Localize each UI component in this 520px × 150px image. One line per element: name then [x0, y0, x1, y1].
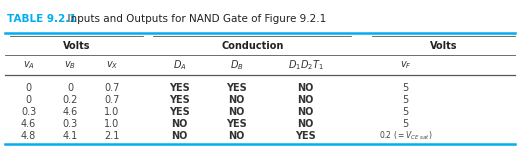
- Text: $v_X$: $v_X$: [106, 59, 118, 71]
- Text: Volts: Volts: [63, 41, 90, 51]
- Text: YES: YES: [295, 131, 316, 141]
- Text: YES: YES: [226, 119, 247, 129]
- Text: NO: NO: [228, 107, 245, 117]
- Text: NO: NO: [171, 119, 188, 129]
- Text: 4.1: 4.1: [62, 131, 78, 141]
- Text: $v_B$: $v_B$: [64, 59, 76, 71]
- Text: NO: NO: [228, 95, 245, 105]
- Text: $D_B$: $D_B$: [230, 58, 243, 72]
- Text: 4.8: 4.8: [21, 131, 36, 141]
- Text: TABLE 9.2.1: TABLE 9.2.1: [7, 14, 76, 24]
- Text: NO: NO: [297, 119, 314, 129]
- Text: $v_A$: $v_A$: [23, 59, 34, 71]
- Text: 0.7: 0.7: [104, 95, 120, 105]
- Text: 2.1: 2.1: [104, 131, 120, 141]
- Text: $v_F$: $v_F$: [400, 59, 411, 71]
- Text: YES: YES: [169, 107, 190, 117]
- Text: Conduction: Conduction: [221, 41, 283, 51]
- Text: 5: 5: [402, 119, 409, 129]
- Text: YES: YES: [226, 83, 247, 93]
- Text: 5: 5: [402, 107, 409, 117]
- Text: 0: 0: [25, 83, 32, 93]
- Text: 0.2: 0.2: [62, 95, 78, 105]
- Text: 4.6: 4.6: [62, 107, 78, 117]
- Text: 1.0: 1.0: [104, 119, 120, 129]
- Text: 5: 5: [402, 83, 409, 93]
- Text: 0.7: 0.7: [104, 83, 120, 93]
- Text: 0.3: 0.3: [21, 107, 36, 117]
- Text: Inputs and Outputs for NAND Gate of Figure 9.2.1: Inputs and Outputs for NAND Gate of Figu…: [61, 14, 327, 24]
- Text: YES: YES: [169, 95, 190, 105]
- Text: 0: 0: [67, 83, 73, 93]
- Text: $D_A$: $D_A$: [173, 58, 186, 72]
- Text: YES: YES: [169, 83, 190, 93]
- Text: NO: NO: [297, 95, 314, 105]
- Text: NO: NO: [297, 83, 314, 93]
- Text: 1.0: 1.0: [104, 107, 120, 117]
- Text: 5: 5: [402, 95, 409, 105]
- Text: Volts: Volts: [430, 41, 457, 51]
- Text: NO: NO: [297, 107, 314, 117]
- Text: 0.3: 0.3: [62, 119, 78, 129]
- Text: 4.6: 4.6: [21, 119, 36, 129]
- Text: NO: NO: [228, 131, 245, 141]
- Text: $0.2\ (= V_{CE\ \mathit{sat}})$: $0.2\ (= V_{CE\ \mathit{sat}})$: [379, 129, 432, 142]
- Text: $D_1D_2T_1$: $D_1D_2T_1$: [288, 58, 323, 72]
- Text: NO: NO: [171, 131, 188, 141]
- Text: 0: 0: [25, 95, 32, 105]
